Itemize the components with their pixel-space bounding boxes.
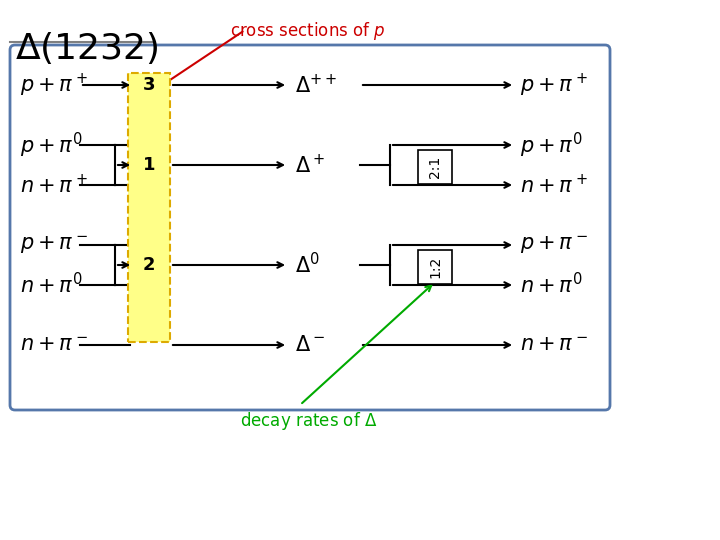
Text: $p + \pi^+$: $p + \pi^+$ <box>520 71 588 99</box>
Text: 2:1: 2:1 <box>428 156 442 178</box>
Text: 3: 3 <box>143 76 156 94</box>
Text: $\Delta^-$: $\Delta^-$ <box>295 335 325 355</box>
Text: $\Delta(1232)$: $\Delta(1232)$ <box>15 30 158 66</box>
Text: $n + \pi^+$: $n + \pi^+$ <box>520 173 588 197</box>
FancyBboxPatch shape <box>128 73 170 342</box>
Text: cross sections of $p$: cross sections of $p$ <box>230 20 386 42</box>
Text: 2: 2 <box>143 256 156 274</box>
Text: $p + \pi^0$: $p + \pi^0$ <box>520 130 583 160</box>
FancyBboxPatch shape <box>418 250 452 284</box>
Text: $n + \pi^-$: $n + \pi^-$ <box>520 335 588 355</box>
Text: $p + \pi^-$: $p + \pi^-$ <box>520 234 588 256</box>
Text: $n + \pi^0$: $n + \pi^0$ <box>20 272 83 298</box>
Text: $\Delta^{++}$: $\Delta^{++}$ <box>295 73 337 97</box>
Text: 1: 1 <box>143 156 156 174</box>
Text: 1:2: 1:2 <box>428 256 442 278</box>
FancyBboxPatch shape <box>10 45 610 410</box>
Text: $n + \pi^-$: $n + \pi^-$ <box>20 335 88 355</box>
Text: $n + \pi^0$: $n + \pi^0$ <box>520 272 582 298</box>
Text: $\Delta^0$: $\Delta^0$ <box>295 252 320 278</box>
Text: $p + \pi^+$: $p + \pi^+$ <box>20 71 88 99</box>
Text: decay rates of $\Delta$: decay rates of $\Delta$ <box>240 410 377 432</box>
Text: $n + \pi^+$: $n + \pi^+$ <box>20 173 88 197</box>
FancyBboxPatch shape <box>418 150 452 184</box>
Text: $\Delta^+$: $\Delta^+$ <box>295 153 325 177</box>
Text: $p + \pi^0$: $p + \pi^0$ <box>20 130 83 160</box>
Text: $p + \pi^-$: $p + \pi^-$ <box>20 234 88 256</box>
